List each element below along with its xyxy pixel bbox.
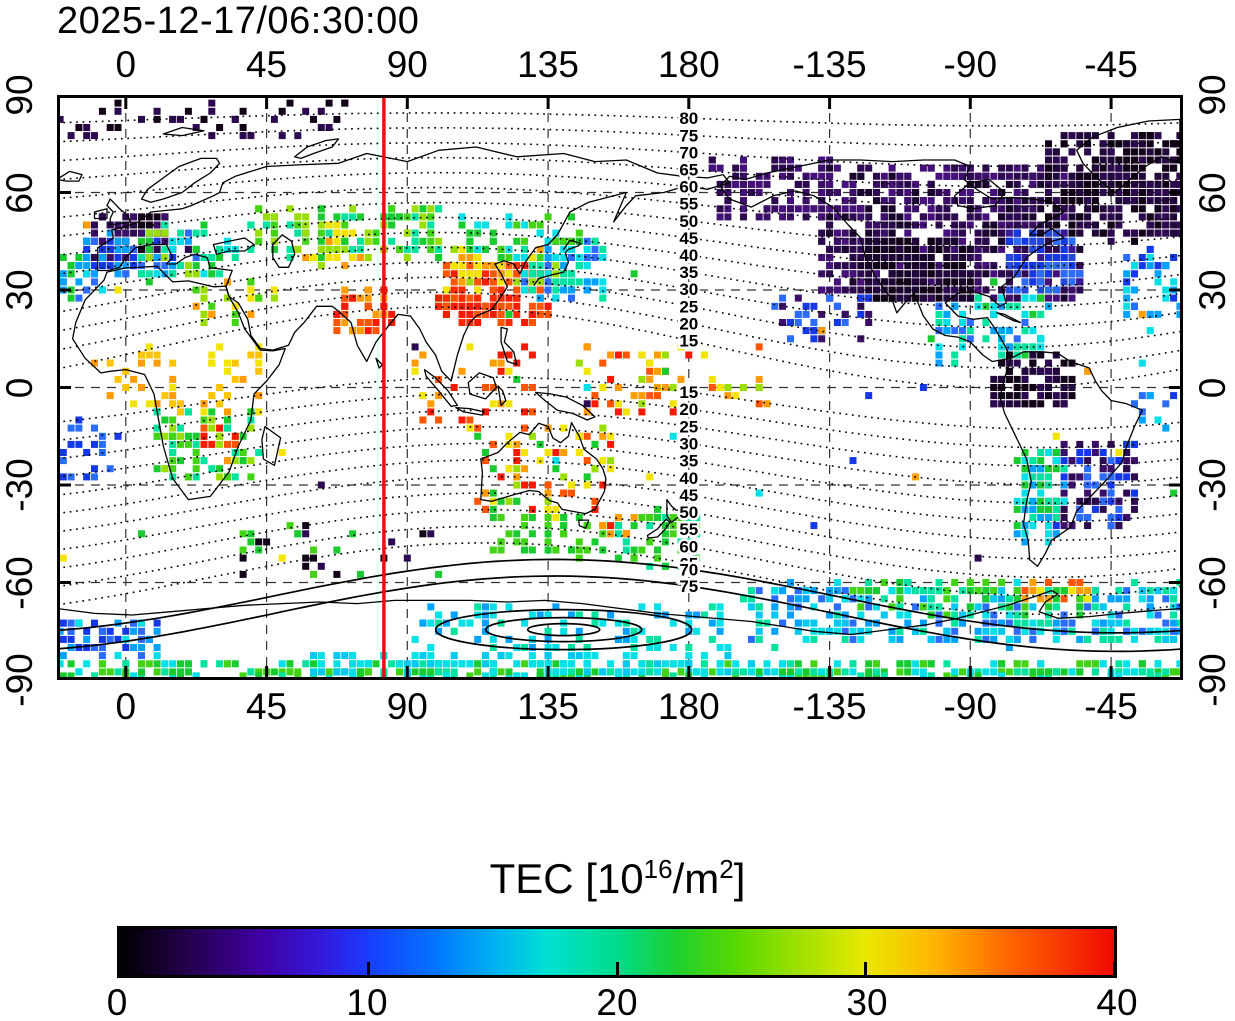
svg-text:30: 30 — [679, 435, 698, 454]
world-tec-map: 8075706560555045403530252015152025303540… — [57, 95, 1183, 680]
colorbar-label-20: 20 — [596, 982, 638, 1021]
colorbar-title-bracket: ] — [733, 855, 746, 902]
svg-text:35: 35 — [679, 452, 698, 471]
lat-tick-right--90: -90 — [1192, 653, 1233, 707]
svg-text:75: 75 — [679, 577, 698, 596]
svg-text:35: 35 — [679, 263, 698, 282]
colorbar-label-40: 40 — [1096, 982, 1138, 1021]
svg-text:70: 70 — [679, 143, 698, 162]
geomagnetic-contour-layer — [59, 112, 1181, 653]
svg-text:65: 65 — [679, 161, 698, 180]
lon-tick-bottom-135: 135 — [517, 686, 579, 727]
colorbar-title-unit: /m — [672, 855, 720, 902]
svg-text:30: 30 — [679, 280, 698, 299]
svg-text:55: 55 — [679, 195, 698, 214]
svg-text:25: 25 — [679, 417, 698, 436]
contour-label-layer: 8075706560555045403530252015152025303540… — [677, 107, 701, 599]
svg-text:55: 55 — [679, 520, 698, 539]
plot-frame — [57, 95, 1183, 680]
lon-tick-top--90: -90 — [943, 44, 998, 85]
svg-text:65: 65 — [679, 555, 698, 574]
colorbar-label-10: 10 — [346, 982, 388, 1021]
timestamp-title: 2025-12-17/06:30:00 — [57, 0, 420, 42]
lon-tick-top-45: 45 — [245, 44, 288, 85]
tec-data-layer — [59, 99, 1181, 678]
colorbar-label-0: 0 — [106, 982, 128, 1021]
svg-text:50: 50 — [679, 212, 698, 231]
lon-tick-bottom-0: 0 — [115, 686, 137, 727]
colorbar-tick-0 — [118, 962, 122, 975]
colorbar-label-30: 30 — [846, 982, 888, 1021]
colorbar-tick-10 — [367, 962, 370, 975]
svg-text:40: 40 — [679, 469, 698, 488]
svg-text:75: 75 — [679, 126, 698, 145]
svg-text:40: 40 — [679, 246, 698, 265]
svg-text:15: 15 — [679, 332, 698, 351]
lat-tick-left--90: -90 — [0, 653, 40, 707]
colorbar-tick-30 — [864, 962, 867, 975]
svg-text:60: 60 — [679, 178, 698, 197]
lon-tick-top--135: -135 — [792, 44, 867, 85]
colorbar-tick-40 — [1112, 962, 1116, 975]
colorbar-title-unit-exponent: 2 — [719, 854, 734, 884]
coastline-layer — [59, 118, 1181, 636]
colorbar-title-text: TEC [10 — [489, 855, 644, 902]
lon-tick-top-180: 180 — [657, 44, 720, 85]
lon-tick-bottom--45: -45 — [1084, 686, 1138, 727]
lon-tick-bottom--90: -90 — [943, 686, 998, 727]
svg-text:25: 25 — [679, 297, 698, 316]
tec-colorbar-gradient — [117, 926, 1117, 978]
lon-tick-bottom-180: 180 — [657, 686, 720, 727]
lon-tick-top-90: 90 — [386, 44, 428, 85]
lon-tick-top--45: -45 — [1084, 44, 1138, 85]
lon-tick-bottom-90: 90 — [386, 686, 428, 727]
svg-text:45: 45 — [679, 486, 698, 505]
svg-text:50: 50 — [679, 503, 698, 522]
svg-text:20: 20 — [679, 314, 698, 333]
lon-tick-bottom-45: 45 — [245, 686, 288, 727]
colorbar-title: TEC [1016/m2] — [0, 854, 1235, 903]
svg-text:80: 80 — [679, 109, 698, 128]
svg-text:60: 60 — [679, 537, 698, 556]
lon-tick-bottom--135: -135 — [792, 686, 867, 727]
svg-text:15: 15 — [679, 383, 698, 402]
svg-text:70: 70 — [679, 560, 698, 579]
svg-text:45: 45 — [679, 229, 698, 248]
colorbar-tick-20 — [615, 962, 619, 975]
lon-tick-top-135: 135 — [517, 44, 579, 85]
svg-text:20: 20 — [679, 400, 698, 419]
colorbar-title-exponent: 16 — [643, 854, 673, 884]
lon-tick-top-0: 0 — [115, 44, 137, 85]
